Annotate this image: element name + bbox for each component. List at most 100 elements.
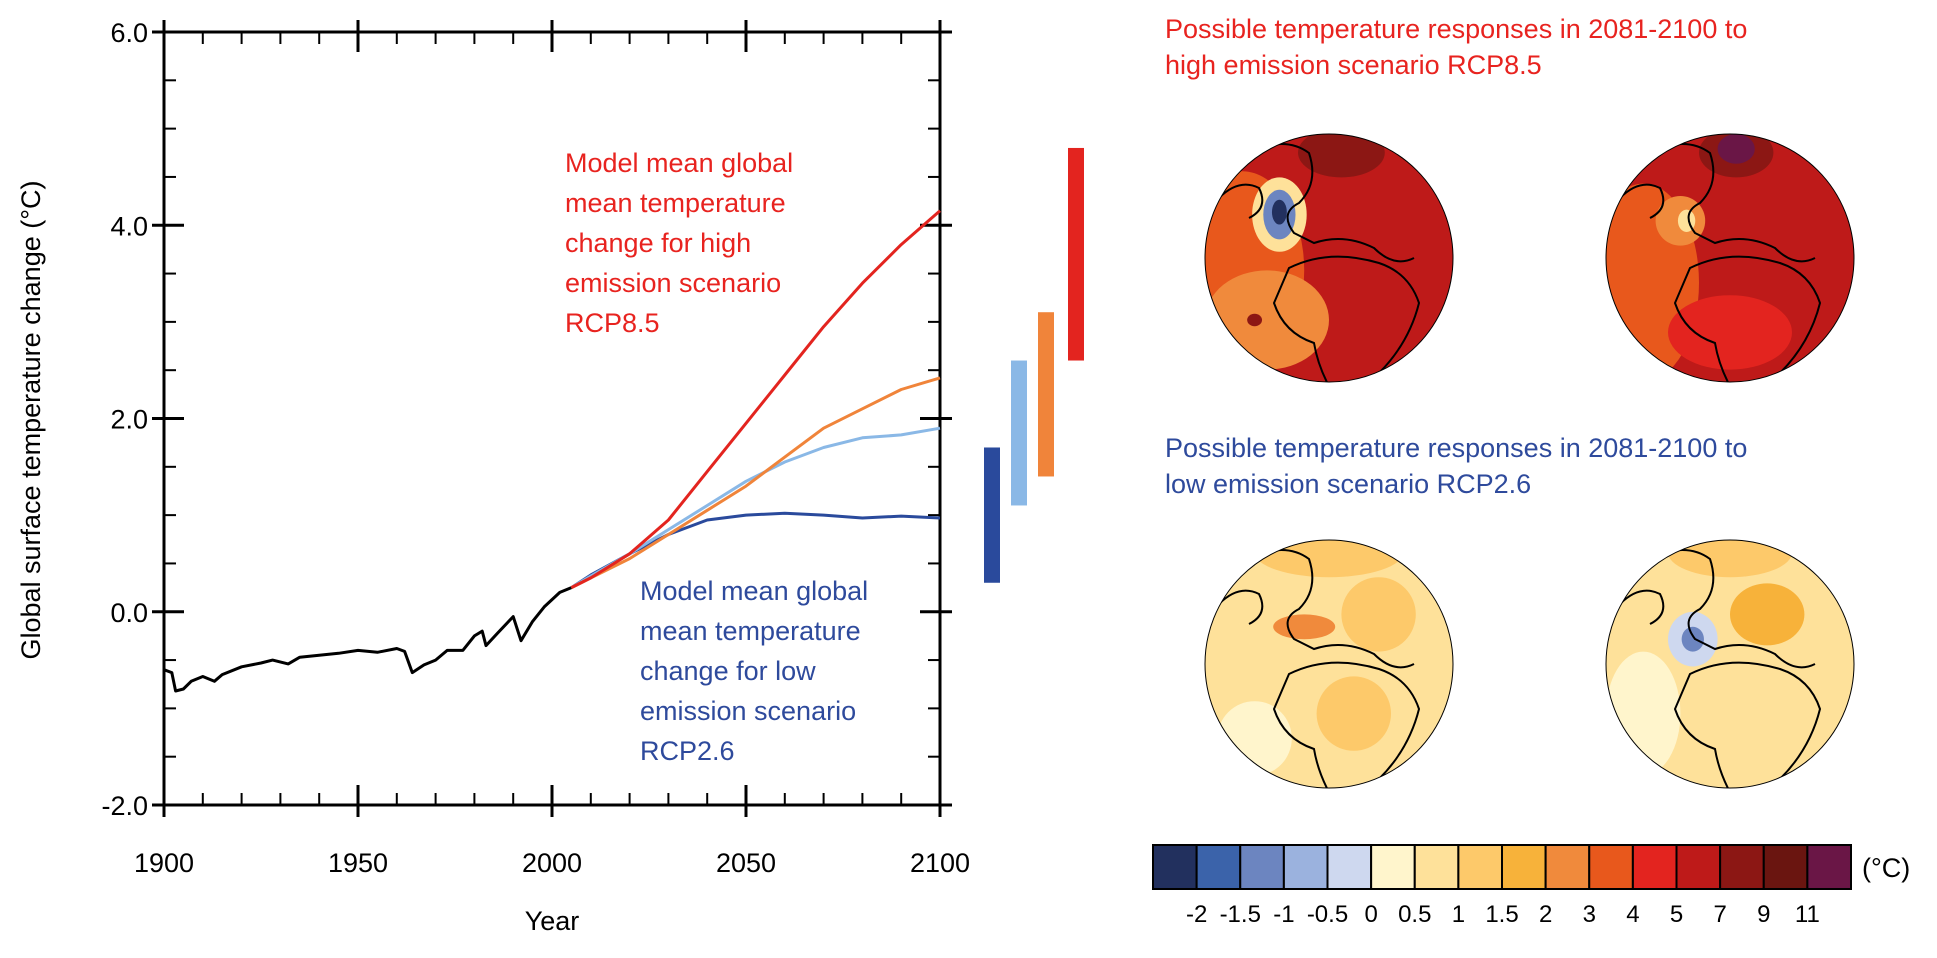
colorbar-swatch xyxy=(1370,844,1416,890)
colorbar-label: -1 xyxy=(1273,901,1294,928)
temperature-region xyxy=(1217,701,1292,776)
colorbar-label: -0.5 xyxy=(1307,901,1348,928)
x-tick-label: 1900 xyxy=(134,848,194,878)
colorbar-label: 3 xyxy=(1583,901,1596,928)
globe-high-2-fill xyxy=(1606,134,1854,382)
temperature-region xyxy=(1730,583,1805,646)
colorbar-swatch xyxy=(1501,844,1547,890)
axes: 1900 1950 2000 2050 2100 -2.0 0.0 2.0 4.0 6.0 xyxy=(101,18,970,878)
temperature-region xyxy=(1273,614,1336,640)
globe-outline xyxy=(1204,133,1454,383)
colorbar-label: 4 xyxy=(1626,901,1639,928)
y-tick-label: -2.0 xyxy=(101,791,148,821)
annotation-low-line: change for low xyxy=(640,656,816,686)
temperature-region xyxy=(1668,540,1792,578)
temperature-region xyxy=(1668,295,1792,370)
map-title-low-line: Possible temperature responses in 2081-2… xyxy=(1165,433,1747,463)
globe-low-1 xyxy=(1204,539,1454,789)
colorbar-label: 2 xyxy=(1539,901,1552,928)
annotation-low-line: emission scenario xyxy=(640,696,856,726)
annotation-high-line: Model mean global xyxy=(565,148,793,178)
colorbar-label: 1 xyxy=(1452,901,1465,928)
temperature-region xyxy=(1316,676,1392,751)
temperature-region xyxy=(1606,651,1681,776)
colorbar-label: 11 xyxy=(1795,901,1820,928)
colorbar-label: 9 xyxy=(1757,901,1770,928)
annotation-low-line: Model mean global xyxy=(640,576,868,606)
x-tick-label: 2000 xyxy=(522,848,582,878)
temperature-region xyxy=(1341,577,1416,652)
colorbar-label: 0 xyxy=(1364,901,1377,928)
y-tick-label: 6.0 xyxy=(110,18,148,48)
colorbar-swatch xyxy=(1762,844,1809,890)
colorbar-swatch xyxy=(1806,844,1852,890)
annotation-low-line: RCP2.6 xyxy=(640,736,735,766)
globe-low-2-fill xyxy=(1606,540,1854,788)
globe-high-1-fill xyxy=(1205,134,1453,382)
globe-maps xyxy=(1204,133,1855,789)
temperature-region xyxy=(1271,199,1287,225)
temperature-region xyxy=(1717,134,1755,164)
y-axis-label: Global surface temperature change (°C) xyxy=(16,180,46,659)
colorbar-label: 1.5 xyxy=(1485,901,1518,928)
colorbar-label: 0.5 xyxy=(1398,901,1431,928)
colorbar-swatch xyxy=(1544,844,1591,890)
colorbar-swatch xyxy=(1457,844,1503,890)
temperature-region xyxy=(1205,270,1329,370)
globe-outline xyxy=(1204,539,1454,789)
x-tick-label: 2050 xyxy=(716,848,776,878)
series-line-2 xyxy=(570,426,941,589)
annotation-high-line: change for high xyxy=(565,228,751,258)
annotation-low-emission: Model mean global mean temperature change … xyxy=(640,576,868,766)
colorbar-swatch xyxy=(1588,844,1634,890)
colorbar-swatch xyxy=(1675,844,1722,890)
y-tick-label: 0.0 xyxy=(110,598,148,628)
y-tick-label: 4.0 xyxy=(110,211,148,241)
annotation-high-line: mean temperature xyxy=(565,188,786,218)
series-line-3 xyxy=(570,376,941,589)
colorbar-label: -2 xyxy=(1186,901,1207,928)
globe-high-2 xyxy=(1605,133,1855,383)
globe-outline xyxy=(1605,133,1855,383)
colorbar-swatch xyxy=(1631,844,1678,890)
map-title-high-line: Possible temperature responses in 2081-2… xyxy=(1165,14,1747,44)
annotation-high-line: RCP8.5 xyxy=(565,308,660,338)
annotation-high-line: emission scenario xyxy=(565,268,781,298)
colorbar: -2 -1.5 -1 -0.5 0 0.5 1 1.5 2 3 4 5 7 9 11 xyxy=(1152,844,1852,928)
colorbar-swatch xyxy=(1152,844,1198,890)
globe-low-2 xyxy=(1605,539,1855,789)
range-bar-0 xyxy=(984,447,1000,583)
map-title-high-line: high emission scenario RCP8.5 xyxy=(1165,50,1542,80)
colorbar-swatch xyxy=(1719,844,1765,890)
temperature-region xyxy=(1247,313,1263,327)
temperature-region xyxy=(1681,626,1704,652)
range-bars xyxy=(984,147,1084,583)
x-tick-label: 2100 xyxy=(910,848,970,878)
map-title-low-line: low emission scenario RCP2.6 xyxy=(1165,469,1531,499)
annotation-high-emission: Model mean global mean temperature change … xyxy=(565,148,793,338)
x-tick-label: 1950 xyxy=(328,848,388,878)
colorbar-unit: (°C) xyxy=(1862,853,1910,883)
colorbar-swatch xyxy=(1413,844,1460,890)
series-line-4 xyxy=(570,209,941,589)
colorbar-label: 7 xyxy=(1713,901,1726,928)
range-bar-1 xyxy=(1011,360,1027,506)
range-bar-2 xyxy=(1038,312,1054,477)
colorbar-label: -1.5 xyxy=(1220,901,1261,928)
colorbar-swatch xyxy=(1326,844,1373,890)
x-axis-label: Year xyxy=(525,906,580,936)
temperature-region xyxy=(1298,134,1385,178)
globe-outline xyxy=(1605,539,1855,789)
colorbar-swatch xyxy=(1239,844,1285,890)
map-titles: Possible temperature responses in 2081-2… xyxy=(1165,14,1747,499)
plot-frame xyxy=(162,30,942,807)
annotation-low-line: mean temperature xyxy=(640,616,861,646)
series-lines xyxy=(163,209,941,693)
globe-low-1-fill xyxy=(1205,540,1453,788)
colorbar-label: 5 xyxy=(1670,901,1683,928)
colorbar-swatch xyxy=(1282,844,1329,890)
series-line-0 xyxy=(163,586,572,693)
globe-high-1 xyxy=(1204,133,1454,383)
colorbar-swatch xyxy=(1195,844,1242,890)
